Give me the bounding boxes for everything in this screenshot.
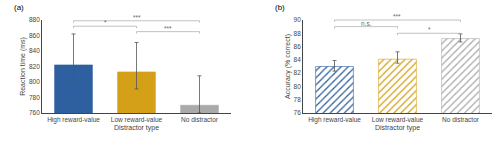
svg-text:860: 860	[29, 32, 40, 39]
svg-text:90: 90	[294, 16, 302, 23]
svg-text:80: 80	[294, 83, 302, 90]
svg-text:Low reward-value: Low reward-value	[111, 116, 163, 123]
svg-text:Low reward-value: Low reward-value	[372, 116, 424, 123]
svg-text:800: 800	[29, 78, 40, 85]
svg-text:82: 82	[294, 69, 302, 76]
svg-text:High reward-value: High reward-value	[308, 116, 361, 124]
svg-text:840: 840	[29, 47, 40, 54]
svg-text:No distractor: No distractor	[442, 116, 480, 123]
svg-text:86: 86	[294, 43, 302, 50]
svg-text:Distractor type: Distractor type	[114, 124, 159, 132]
svg-text:*: *	[104, 19, 107, 26]
svg-text:*: *	[428, 26, 431, 33]
svg-text:78: 78	[294, 96, 302, 103]
svg-text:88: 88	[294, 30, 302, 37]
svg-text:760: 760	[29, 109, 40, 116]
svg-text:Accuracy (% correct): Accuracy (% correct)	[284, 34, 292, 99]
svg-text:780: 780	[29, 94, 40, 101]
svg-text:(a): (a)	[14, 3, 24, 12]
svg-text:High reward-value: High reward-value	[47, 116, 100, 124]
svg-text:880: 880	[29, 16, 40, 23]
svg-text:n.s.: n.s.	[361, 20, 372, 27]
svg-text:820: 820	[29, 63, 40, 70]
svg-text:Reaction time (ms): Reaction time (ms)	[19, 37, 27, 96]
svg-text:Distractor type: Distractor type	[375, 124, 420, 132]
svg-text:(b): (b)	[275, 3, 285, 12]
svg-text:76: 76	[294, 109, 302, 116]
svg-text:***: ***	[133, 14, 141, 21]
svg-text:84: 84	[294, 56, 302, 63]
svg-text:***: ***	[164, 25, 172, 32]
svg-text:***: ***	[393, 13, 401, 20]
svg-text:No distractor: No distractor	[181, 116, 219, 123]
